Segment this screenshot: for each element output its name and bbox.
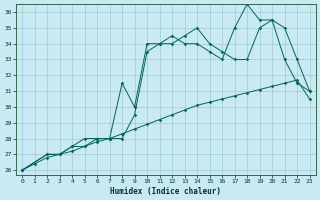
X-axis label: Humidex (Indice chaleur): Humidex (Indice chaleur) — [110, 187, 221, 196]
